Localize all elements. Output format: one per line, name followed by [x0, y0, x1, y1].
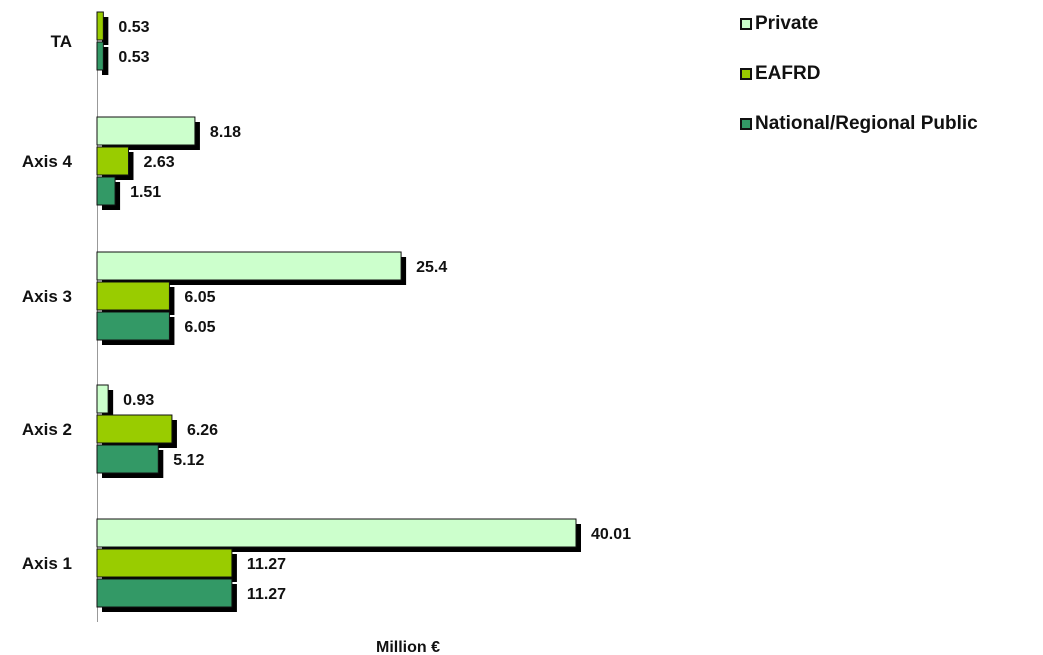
- legend-swatch-national-regional-public: [740, 118, 752, 130]
- legend-swatch-eafrd: [740, 68, 752, 80]
- legend: Private EAFRD National/Regional Public: [740, 13, 1040, 164]
- bar-axis-3-eafrd: [96, 281, 170, 311]
- bar-axis-4-national-regional-public: [96, 176, 116, 206]
- data-label-axis-4-eafrd: 2.63: [143, 154, 174, 171]
- bar-axis-1-private: [96, 518, 577, 548]
- bar-axis-4-eafrd: [96, 146, 129, 176]
- bar-axis-3-national-regional-public: [96, 311, 170, 341]
- legend-label-private: Private: [755, 13, 819, 34]
- bar-axis-1-eafrd: [96, 548, 233, 578]
- legend-item-private: Private: [740, 13, 1040, 34]
- x-axis-label: Million €: [376, 639, 440, 655]
- legend-item-eafrd: EAFRD: [740, 63, 1040, 84]
- bar-axis-2-eafrd: [96, 414, 173, 444]
- legend-label-national-regional-public: National/Regional Public: [755, 113, 978, 134]
- category-label-axis-4: Axis 4: [22, 152, 73, 171]
- data-label-axis-2-eafrd: 6.26: [187, 422, 218, 439]
- data-label-axis-2-private: 0.93: [123, 392, 154, 409]
- category-label-ta: TA: [51, 32, 72, 51]
- data-label-axis-1-national-regional-public: 11.27: [247, 586, 286, 603]
- category-label-axis-3: Axis 3: [22, 287, 72, 306]
- bar-axis-3-private: [96, 251, 402, 281]
- category-label-axis-1: Axis 1: [22, 554, 72, 573]
- bar-axis-2-private: [96, 384, 109, 414]
- legend-swatch-private: [740, 18, 752, 30]
- bar-shadow-ta-national-regional-public: [102, 47, 109, 75]
- data-label-axis-4-national-regional-public: 1.51: [130, 184, 161, 201]
- data-label-ta-eafrd: 0.53: [118, 19, 149, 36]
- legend-item-national-regional-public: National/Regional Public: [740, 113, 1040, 134]
- bar-axis-4-private: [96, 116, 196, 146]
- data-label-axis-1-eafrd: 11.27: [247, 556, 286, 573]
- data-label-axis-4-private: 8.18: [210, 124, 241, 141]
- data-label-axis-2-national-regional-public: 5.12: [173, 452, 204, 469]
- data-label-axis-3-private: 25.4: [416, 259, 447, 276]
- category-label-axis-2: Axis 2: [22, 420, 72, 439]
- data-label-axis-3-national-regional-public: 6.05: [184, 319, 215, 336]
- legend-label-eafrd: EAFRD: [755, 63, 821, 84]
- data-label-axis-1-private: 40.01: [591, 526, 631, 543]
- bar-axis-2-national-regional-public: [96, 444, 159, 474]
- bar-ta-national-regional-public: [96, 41, 104, 71]
- bars-layer: 0.53 0.53 TA 8.18 2.63 1.51 Axis 4 25.4 6.05 6.05…: [22, 11, 631, 612]
- data-label-axis-3-eafrd: 6.05: [184, 289, 215, 306]
- bar-shadow-ta-eafrd: [102, 17, 109, 45]
- data-label-ta-national-regional-public: 0.53: [118, 49, 149, 66]
- bar-ta-eafrd: [96, 11, 104, 41]
- bar-axis-1-national-regional-public: [96, 578, 233, 608]
